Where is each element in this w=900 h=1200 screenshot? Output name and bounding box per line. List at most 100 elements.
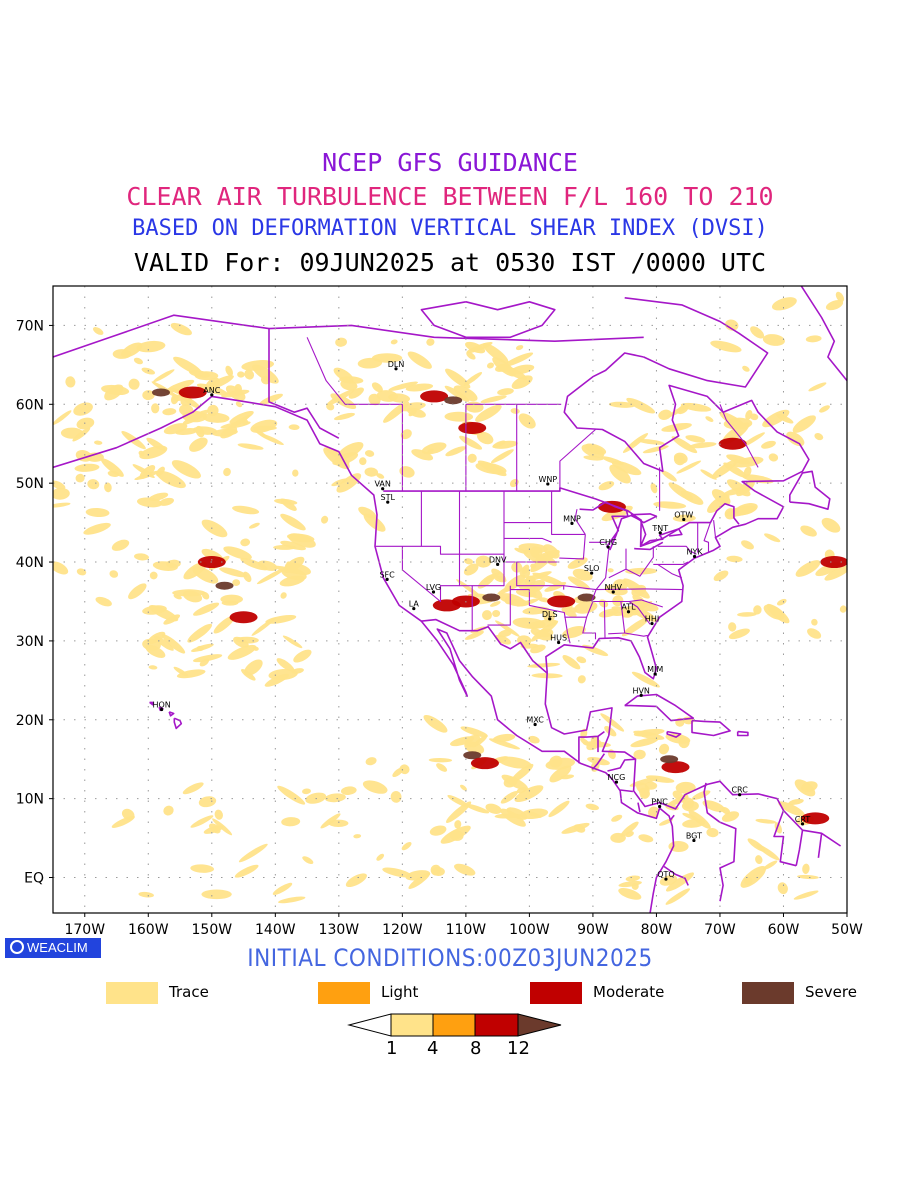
trace-patch (278, 896, 306, 904)
trace-patch (611, 460, 642, 476)
city-label: TNT (651, 524, 668, 533)
trace-patch (800, 525, 817, 537)
trace-patch (53, 487, 70, 500)
city-marker (692, 554, 697, 559)
turbulence-area (577, 593, 596, 602)
trace-patch (104, 482, 112, 493)
state-border (657, 563, 683, 579)
lat-tick-label: 20N (16, 713, 44, 729)
trace-patch (497, 388, 514, 396)
country-border (607, 758, 637, 772)
state-border (653, 561, 689, 565)
trace-patch (795, 560, 821, 577)
trace-patch (76, 417, 95, 430)
trace-patch (621, 616, 650, 637)
trace-patch (111, 539, 130, 551)
trace-patch (240, 538, 251, 547)
trace-patch (121, 808, 135, 821)
city-marker (692, 838, 696, 843)
trace-patch (53, 410, 72, 426)
trace-patch (154, 635, 174, 651)
trace-patch (763, 604, 785, 620)
trace-patch (750, 326, 765, 339)
city-label: DLS (542, 610, 558, 619)
city-marker (381, 487, 385, 491)
legend-swatch-trace (106, 982, 158, 1004)
trace-patch (661, 422, 692, 432)
city-label: WNP (538, 475, 557, 484)
trace-patch (225, 385, 246, 401)
city-label: NYK (686, 548, 703, 557)
trace-patch (576, 656, 587, 664)
trace-patch (365, 757, 377, 766)
coastline (630, 513, 658, 524)
trace-patch (280, 592, 287, 599)
trace-patch (622, 433, 649, 453)
trace-patch (444, 385, 470, 402)
trace-patch (545, 757, 576, 770)
lon-tick-label: 110W (446, 922, 487, 938)
city-label: HVN (632, 686, 649, 695)
city-label: SFC (379, 570, 395, 579)
trace-patch (741, 540, 754, 550)
turbulence-area (661, 761, 690, 774)
trace-patch (793, 890, 819, 900)
trace-patch (460, 726, 488, 738)
turbulence-area (547, 595, 576, 608)
trace-patch (642, 445, 669, 454)
trace-patch (530, 553, 553, 573)
trace-patch (293, 649, 312, 663)
lon-tick-label: 100W (509, 922, 550, 938)
lon-tick-label: 140W (255, 922, 296, 938)
trace-patch (227, 644, 257, 660)
trace-patch (429, 825, 447, 836)
trace-patch (692, 790, 711, 800)
trace-patch (390, 791, 402, 803)
trace-patch (272, 882, 293, 895)
turbulence-area (178, 386, 207, 399)
city-label: MXC (526, 716, 544, 725)
trace-patch (737, 612, 757, 617)
trace-patch (259, 433, 284, 446)
trace-patch (764, 533, 781, 543)
legend-label-light: Light (381, 983, 419, 1001)
trace-patch (689, 442, 717, 449)
trace-patch (423, 714, 448, 733)
trace-patch (302, 788, 311, 795)
trace-patch (577, 675, 586, 684)
trace-patch (251, 617, 276, 636)
trace-patch (515, 345, 524, 351)
trace-patch (618, 888, 642, 900)
lon-tick-label: 80W (641, 922, 673, 938)
trace-patch (514, 785, 544, 802)
trace-patch (688, 810, 711, 829)
trace-patch (561, 607, 577, 618)
trace-patch (544, 581, 567, 592)
trace-patch (776, 598, 787, 606)
trace-patch (802, 863, 810, 874)
trace-patch (205, 377, 220, 391)
trace-patch (658, 409, 672, 420)
trace-patch (238, 843, 268, 863)
trace-patch (786, 431, 805, 447)
turbulence-area (820, 556, 847, 569)
trace-patch (518, 413, 536, 429)
trace-patch (749, 413, 759, 421)
country-border (773, 810, 797, 867)
trace-patch (201, 889, 232, 900)
coastline (736, 730, 749, 737)
trace-patch (109, 570, 119, 578)
trace-patch (543, 610, 555, 622)
trace-patch (149, 571, 158, 580)
trace-patch (207, 404, 219, 417)
city-label: PNC (651, 798, 668, 807)
trace-patch (650, 483, 658, 494)
colorbar-label-12: 12 (507, 1038, 530, 1059)
legend-label-moderate: Moderate (593, 983, 665, 1001)
state-border (564, 616, 597, 640)
trace-patch (250, 419, 278, 433)
trace-patch (805, 335, 822, 343)
city-marker (611, 590, 615, 594)
trace-patch (249, 522, 260, 529)
trace-patch (334, 412, 355, 421)
